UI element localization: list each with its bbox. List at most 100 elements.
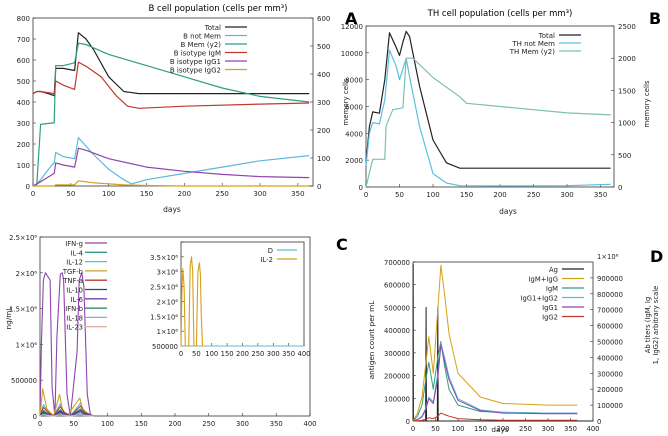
panel-b-ytick-label: 2000 bbox=[345, 157, 363, 165]
panel-b-series-th-mem-y2- bbox=[365, 57, 611, 188]
panel-c-xtick-label: 150 bbox=[135, 420, 148, 428]
panel-c-legend-label: IL-12 bbox=[66, 259, 83, 267]
panel-a-ytick-label: 100 bbox=[17, 162, 30, 170]
panel-c-legend-label: IL-23 bbox=[66, 324, 83, 332]
panel-d-xtick-label: 300 bbox=[542, 425, 555, 433]
panel-b-xtick-label: 350 bbox=[594, 191, 607, 199]
panel-b-xtick-label: 0 bbox=[364, 191, 368, 199]
panel-c-ytick-label: 0 bbox=[33, 413, 37, 421]
panel-a-ytick-label: 300 bbox=[17, 120, 30, 128]
panel-d-ytick-label: 500000 bbox=[384, 304, 410, 312]
panel-b-legend-label: Total bbox=[538, 32, 555, 40]
panel-c-inset-ytick-label: 3×10⁶ bbox=[157, 269, 179, 277]
panel-c-inset-xtick-label: 400 bbox=[298, 350, 311, 358]
panel-a-ytick-label: 200 bbox=[17, 141, 30, 149]
panel-d-y2label: 1, IgG2) arbitrary scale bbox=[652, 286, 660, 365]
panel-b-ytick-label: 4000 bbox=[345, 130, 363, 138]
panel-b-xtick-label: 300 bbox=[560, 191, 573, 199]
panel-d-y2tick-label: 600000 bbox=[597, 323, 623, 331]
panel-a-legend-label: B isotype IgG2 bbox=[170, 67, 221, 75]
panel-b-legend-label: TH not Mem bbox=[511, 40, 555, 48]
panel-d-y2tick-label: 900000 bbox=[597, 275, 623, 283]
panel-a-ytick-label: 0 bbox=[26, 183, 30, 191]
panel-d-ytick-label: 600000 bbox=[384, 282, 410, 290]
panel-c-ytick-label: 1×10⁶ bbox=[16, 341, 38, 349]
panel-c-xtick-label: 400 bbox=[304, 420, 317, 428]
panel-a: B cell population (cells per mm³) A 0 50 1… bbox=[17, 4, 358, 214]
panel-b-title: TH cell population (cells per mm³) bbox=[427, 9, 573, 19]
panel-c-xtick-label: 200 bbox=[169, 420, 182, 428]
panel-c-legend-label: TGF-b bbox=[62, 268, 83, 276]
panel-c-xtick-label: 100 bbox=[101, 420, 114, 428]
panel-d-ytick-label: 700000 bbox=[384, 259, 410, 267]
panel-c-ytick-label: 1.5×10⁶ bbox=[9, 306, 37, 314]
panel-d-xtick-label: 250 bbox=[519, 425, 532, 433]
panel-d-y2tick-label: 100000 bbox=[597, 402, 623, 410]
panel-c-inset-legend-label: D bbox=[268, 247, 273, 255]
panel-b-xtick-label: 150 bbox=[460, 191, 473, 199]
panel-a-y2tick-label: 500 bbox=[317, 43, 330, 51]
panel-a-legend-label: B isotype IgM bbox=[174, 50, 221, 58]
panel-c-series-tgf-b bbox=[39, 388, 91, 417]
panel-a-series-b-not-mem bbox=[32, 137, 310, 187]
panel-a-xtick-label: 300 bbox=[253, 190, 266, 198]
panel-a-xtick-label: 350 bbox=[291, 190, 304, 198]
panel-a-series-total bbox=[32, 32, 310, 97]
panel-d-legend-label: IgG1+IgG2 bbox=[520, 295, 558, 303]
panel-b-plot: 0 50 100 150 200 250 300 350 0 2000 4000 6000 8000 10… bbox=[341, 23, 651, 216]
panel-b-y2tick-label: 1000 bbox=[618, 120, 636, 128]
panel-b-y2tick-label: 0 bbox=[618, 184, 622, 192]
panel-c-xtick-label: 350 bbox=[270, 420, 283, 428]
panel-a-series-b-mem-y2- bbox=[32, 42, 310, 187]
panel-d: D 0 50 100 150 200 250 300 350 40001000002000003… bbox=[367, 247, 663, 434]
panel-a-series-b-isotype-igm bbox=[32, 61, 310, 109]
panel-b-xlabel: days bbox=[499, 207, 517, 216]
panel-b-series-th-not-mem bbox=[365, 49, 611, 187]
panel-c-inset-xtick-label: 0 bbox=[179, 350, 183, 358]
panel-b: TH cell population (cells per mm³) B 0 50… bbox=[341, 9, 661, 216]
panel-c-xtick-label: 300 bbox=[236, 420, 249, 428]
panel-d-xtick-label: 150 bbox=[474, 425, 487, 433]
panel-c-inset-ytick-label: 3.5×10⁶ bbox=[150, 254, 178, 262]
panel-c-inset-legend-label: IL-2 bbox=[261, 256, 273, 264]
panel-c-inset-xtick-label: 350 bbox=[282, 350, 295, 358]
panel-a-frame bbox=[32, 17, 314, 187]
panel-a-series-b-isotype-igg2 bbox=[33, 180, 310, 187]
panel-b-xtick-label: 100 bbox=[426, 191, 439, 199]
panel-c-legend-label: IL-4 bbox=[71, 249, 83, 257]
panel-a-ytick-label: 800 bbox=[17, 15, 30, 23]
panel-c-xtick-label: 0 bbox=[38, 420, 42, 428]
panel-d-series-igg1 bbox=[412, 344, 578, 422]
panel-c-legend-label: IL-6 bbox=[71, 296, 83, 304]
panel-d-series-igg2 bbox=[412, 412, 578, 422]
panel-c-ytick-label: 2×10⁶ bbox=[16, 270, 38, 278]
panel-d-xtick-label: 350 bbox=[564, 425, 577, 433]
panel-a-xtick-label: 150 bbox=[140, 190, 153, 198]
panel-c-xtick-label: 50 bbox=[69, 420, 78, 428]
panel-b-letter: B bbox=[649, 9, 661, 28]
panel-d-xtick-label: 0 bbox=[411, 425, 415, 433]
panel-b-y2label: memory cells bbox=[643, 80, 651, 128]
panel-d-y2tick-label: 500000 bbox=[597, 339, 623, 347]
panel-b-series-total bbox=[365, 30, 611, 169]
panel-c-inset-xtick-label: 150 bbox=[221, 350, 234, 358]
panel-a-legend-label: B isotype IgG1 bbox=[170, 58, 221, 66]
panel-c-series-ifn-g bbox=[39, 272, 94, 417]
panel-d-ytick-label: 400000 bbox=[384, 327, 410, 335]
panel-a-ytick-label: 400 bbox=[17, 99, 30, 107]
panel-c-inset-ytick-label: 1×10⁶ bbox=[157, 328, 179, 336]
panel-c-inset-xtick-label: 50 bbox=[192, 350, 201, 358]
panel-b-ytick-label: 6000 bbox=[345, 104, 363, 112]
panel-a-xtick-label: 0 bbox=[31, 190, 35, 198]
panel-c-xtick-label: 250 bbox=[202, 420, 215, 428]
panel-d-legend-label: IgM+IgG bbox=[529, 276, 558, 284]
panel-a-legend-label: B not Mem bbox=[183, 33, 221, 41]
panel-c: C 0 50 100 150 200 250 300 350 40005000001×10⁶1.… bbox=[4, 234, 348, 428]
panel-b-xtick-label: 200 bbox=[493, 191, 506, 199]
panel-c-legend-label: IFN-b bbox=[65, 305, 83, 313]
panel-d-y2-exponent: 1×10⁶ bbox=[597, 253, 619, 261]
panel-a-plot: 0 50 100 150 200 250 300 350 0 100 200 300 400 500 600… bbox=[17, 15, 350, 214]
panel-c-ytick-label: 2.5×10⁶ bbox=[9, 234, 37, 242]
panel-a-y2tick-label: 100 bbox=[317, 155, 330, 163]
panel-c-series-il-4 bbox=[39, 408, 95, 417]
